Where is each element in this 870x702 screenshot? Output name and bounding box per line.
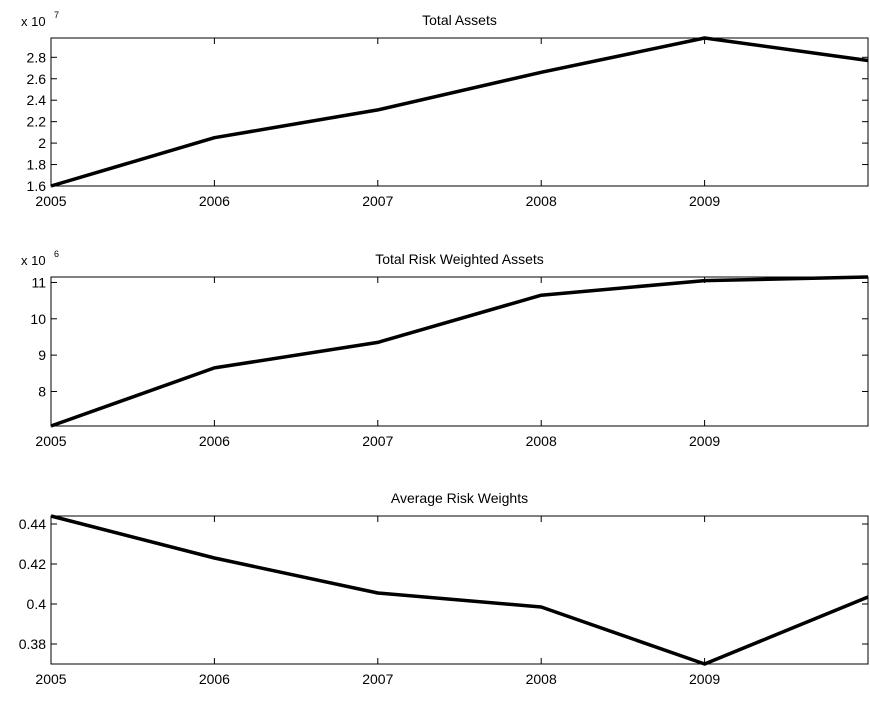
y-tick-label: 2.8 [27, 49, 47, 65]
y-tick-label: 0.44 [19, 516, 46, 532]
series-line [50, 275, 869, 428]
y-tick-label: 2.4 [27, 92, 47, 108]
chart-title: Total Assets [422, 12, 497, 28]
axis-scale-exponent: 7 [54, 10, 59, 20]
y-tick-label: 11 [31, 274, 46, 290]
x-tick-label: 2009 [689, 193, 720, 209]
chart-panel-2: Total Risk Weighted Assets x 10 6 2005 2006 2… [21, 249, 869, 449]
axes-box [50, 276, 869, 427]
x-tick-label: 2007 [362, 193, 393, 209]
x-tick-label: 2008 [526, 433, 557, 449]
x-tick-label: 2007 [362, 671, 393, 687]
x-tick-label: 2006 [199, 433, 230, 449]
chart-title: Total Risk Weighted Assets [375, 251, 544, 267]
y-tick-label: 0.38 [19, 636, 46, 652]
x-tick-label: 2009 [689, 433, 720, 449]
x-tick-label: 2008 [526, 193, 557, 209]
series-line [50, 514, 869, 666]
y-tick-label: 1.8 [27, 157, 47, 173]
x-tick-label: 2009 [689, 671, 720, 687]
series-line [50, 36, 869, 188]
y-tick-label: 1.6 [27, 178, 47, 194]
y-tick-label: 2 [38, 135, 46, 151]
y-tick-label: 8 [38, 383, 46, 399]
x-tick-label: 2007 [362, 433, 393, 449]
y-tick-label: 0.4 [27, 596, 47, 612]
axes-box [50, 515, 869, 665]
axis-scale-exponent: 6 [54, 249, 59, 259]
axis-scale-label: x 10 [21, 14, 46, 29]
chart-panel-3: Average Risk Weights 2005 2006 2007 2008 2009… [19, 490, 869, 687]
y-tick-label: 2.2 [27, 114, 47, 130]
x-tick-label: 2006 [199, 193, 230, 209]
y-tick-label: 9 [38, 347, 46, 363]
x-tick-label: 2005 [35, 193, 66, 209]
x-tick-label: 2005 [35, 433, 66, 449]
y-tick-label: 10 [30, 311, 46, 327]
chart-title: Average Risk Weights [391, 490, 528, 506]
x-tick-label: 2005 [35, 671, 66, 687]
y-tick-label: 0.42 [19, 556, 46, 572]
axis-scale-label: x 10 [21, 253, 46, 268]
x-tick-label: 2008 [526, 671, 557, 687]
x-tick-label: 2006 [199, 671, 230, 687]
chart-panel-1: Total Assets x 10 7 2005 2006 2007 2008 2009 1.6… [21, 10, 869, 209]
y-tick-label: 2.6 [27, 71, 47, 87]
axes-box [50, 37, 869, 187]
